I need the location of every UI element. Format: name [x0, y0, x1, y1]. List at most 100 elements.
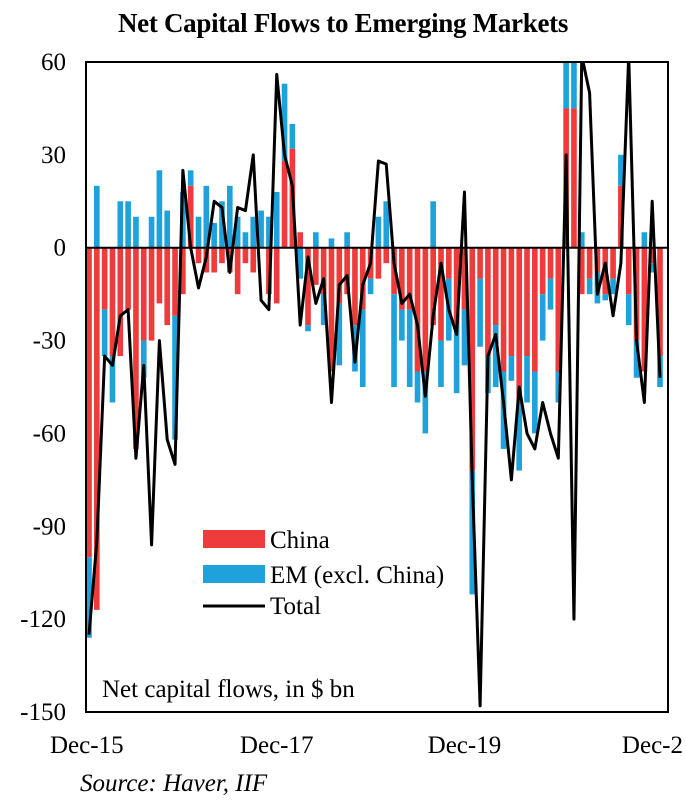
em-bar — [516, 402, 523, 471]
em-bar — [547, 278, 554, 310]
china-bar — [422, 247, 429, 372]
china-bar — [539, 247, 546, 295]
china-bar — [211, 247, 217, 273]
y-tick-label: -30 — [33, 328, 66, 355]
china-bar — [477, 247, 483, 279]
china-bar — [461, 247, 468, 310]
em-bar — [109, 356, 116, 403]
china-bar — [148, 247, 155, 341]
em-bar — [266, 216, 272, 248]
em-bar — [258, 210, 264, 248]
x-tick-label: Dec-2 — [622, 732, 683, 759]
em-bar — [649, 263, 655, 273]
china-bar — [430, 247, 436, 326]
china-bar — [101, 247, 108, 310]
y-axis: 60 30 0 -30 -60 -90 -120 -150 — [20, 49, 66, 726]
em-bar — [563, 62, 569, 109]
china-bar — [273, 247, 280, 304]
em-bar — [289, 123, 296, 149]
china-bar — [555, 247, 562, 372]
em-bar — [578, 232, 585, 248]
china-bar — [469, 247, 476, 471]
chart-annotation: Net capital flows, in $ bn — [102, 676, 355, 703]
x-axis: Dec-15 Dec-17 Dec-19 Dec-2 — [50, 732, 683, 759]
bars-layer — [86, 62, 663, 638]
em-bar — [602, 294, 609, 301]
em-bar — [281, 83, 288, 162]
china-bar — [414, 247, 421, 372]
em-bar — [641, 232, 648, 248]
china-bar — [164, 247, 171, 326]
em-bar — [211, 222, 217, 248]
y-tick-label: -150 — [20, 699, 66, 726]
china-bar — [352, 247, 358, 326]
em-bar — [571, 62, 577, 109]
em-bar — [375, 216, 382, 248]
china-bar — [500, 247, 507, 372]
y-tick-label: 60 — [41, 49, 66, 76]
em-bar — [399, 309, 405, 341]
em-bar — [297, 247, 304, 279]
em-bar — [164, 210, 171, 248]
china-bar — [571, 108, 577, 248]
em-bar — [117, 201, 124, 248]
em-bar — [492, 325, 499, 387]
em-bar — [148, 216, 155, 248]
em-bar — [453, 325, 460, 394]
china-bar — [133, 247, 139, 449]
china-bar — [641, 247, 648, 372]
china-bar — [305, 247, 311, 326]
legend-swatch-em — [203, 565, 265, 583]
em-bar — [313, 232, 319, 248]
em-bar — [367, 278, 374, 295]
china-bar — [618, 185, 624, 248]
em-bar — [234, 216, 241, 248]
total-line — [87, 62, 662, 708]
em-bar — [532, 371, 538, 434]
china-bar — [438, 247, 444, 341]
em-bar — [172, 315, 178, 440]
em-bar — [219, 201, 225, 248]
em-bar — [524, 356, 530, 403]
china-bar — [399, 247, 405, 310]
china-bar — [109, 247, 116, 357]
em-bar — [422, 371, 429, 434]
em-bar — [539, 294, 546, 341]
em-bar — [101, 309, 108, 357]
china-bar — [383, 247, 390, 264]
china-bar — [125, 247, 131, 310]
china-bar — [359, 247, 366, 310]
em-bar — [618, 154, 624, 186]
legend-label-total: Total — [270, 593, 321, 620]
em-bar — [610, 278, 616, 295]
em-bar — [633, 340, 640, 378]
china-bar — [508, 247, 515, 357]
y-tick-label: -120 — [20, 606, 66, 633]
em-bar — [336, 303, 343, 366]
em-bar — [391, 294, 397, 387]
em-bar — [461, 309, 468, 366]
em-bar — [328, 238, 335, 248]
em-bar — [226, 185, 233, 248]
em-bar — [477, 278, 483, 347]
china-bar — [445, 247, 452, 279]
em-bar — [344, 232, 350, 248]
x-tick-label: Dec-17 — [240, 732, 314, 759]
chart-title: Net Capital Flows to Emerging Markets — [117, 8, 569, 38]
china-bar — [453, 247, 460, 326]
em-bar — [86, 557, 92, 638]
china-bar — [94, 247, 100, 610]
china-bar — [117, 247, 124, 357]
china-bar — [250, 247, 257, 273]
china-bar — [219, 247, 225, 264]
china-bar — [156, 247, 163, 304]
em-bar — [320, 294, 327, 326]
em-bar — [383, 201, 390, 248]
y-tick-label: 30 — [41, 142, 66, 169]
china-bar — [649, 247, 655, 264]
em-bar — [586, 278, 593, 295]
em-bar — [305, 325, 311, 332]
china-bar — [187, 185, 194, 248]
em-bar — [508, 356, 515, 381]
